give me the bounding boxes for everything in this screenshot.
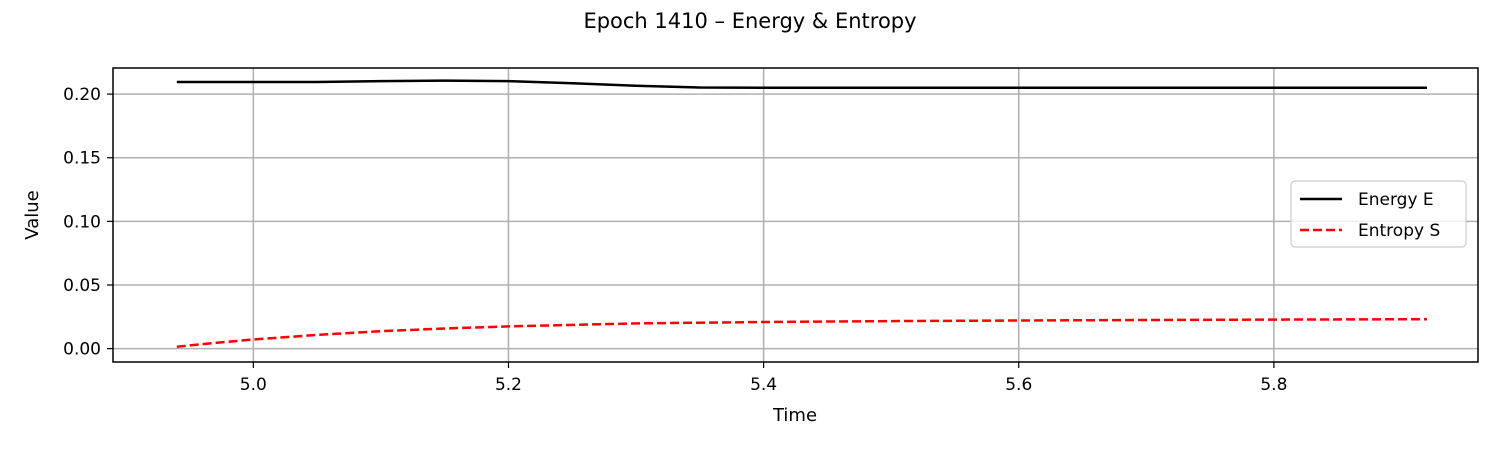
series-line-energy-e (176, 79, 1427, 89)
x-tick-label: 5.0 (240, 375, 267, 395)
grid-lines (113, 68, 1478, 362)
x-tick-label: 5.4 (750, 375, 777, 395)
y-tick-label: 0.10 (63, 212, 101, 232)
x-tick-label: 5.2 (495, 375, 522, 395)
y-tick-label: 0.00 (63, 340, 101, 360)
y-tick-label: 0.20 (63, 85, 101, 105)
plot-area-frame (112, 67, 1479, 363)
chart-title: Epoch 1410 – Energy & Entropy (583, 9, 916, 33)
legend-label-entropy: Entropy S (1358, 221, 1440, 241)
y-axis-label: Value (22, 190, 43, 239)
legend: Energy E Entropy S (1290, 180, 1467, 248)
y-tick-label: 0.15 (63, 149, 101, 169)
x-axis-label: Time (772, 405, 817, 426)
x-tick-label: 5.8 (1260, 375, 1287, 395)
series-line-entropy-s (176, 317, 1428, 348)
series-lines (176, 79, 1428, 348)
y-tick-label: 0.05 (63, 276, 101, 296)
legend-label-energy: Energy E (1358, 190, 1434, 210)
axis-ticks: 5.0 5.2 5.4 5.6 5.8 0.00 0.05 0.10 0.15 0.20 (63, 85, 1287, 395)
x-tick-label: 5.6 (1005, 375, 1032, 395)
